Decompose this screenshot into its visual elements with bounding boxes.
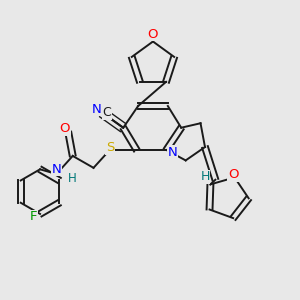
Text: C: C [103, 106, 111, 119]
Text: N: N [52, 163, 61, 176]
Text: N: N [168, 146, 178, 159]
Text: O: O [228, 168, 238, 181]
Text: H: H [68, 172, 77, 185]
Text: F: F [30, 210, 37, 224]
Text: N: N [92, 103, 101, 116]
Text: S: S [106, 141, 114, 154]
Text: O: O [148, 28, 158, 40]
Text: O: O [59, 122, 70, 135]
Text: H: H [200, 170, 210, 183]
